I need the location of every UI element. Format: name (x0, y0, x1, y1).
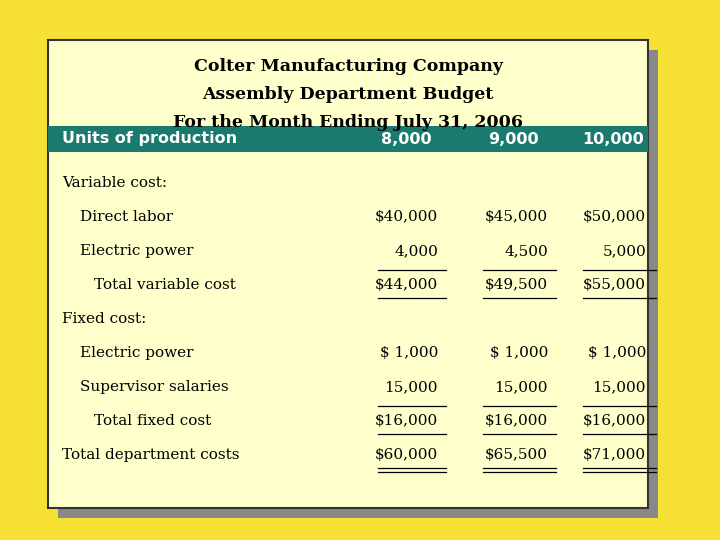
Text: $45,000: $45,000 (485, 210, 548, 224)
Text: 15,000: 15,000 (384, 380, 438, 394)
Text: $ 1,000: $ 1,000 (490, 346, 548, 360)
Text: 5,000: 5,000 (602, 244, 646, 258)
Text: Electric power: Electric power (80, 346, 194, 360)
Text: Total fixed cost: Total fixed cost (94, 414, 211, 428)
Text: Assembly Department Budget: Assembly Department Budget (202, 86, 494, 103)
Text: For the Month Ending July 31, 2006: For the Month Ending July 31, 2006 (173, 114, 523, 131)
Text: Total variable cost: Total variable cost (94, 278, 236, 292)
FancyBboxPatch shape (58, 50, 658, 518)
Text: $44,000: $44,000 (374, 278, 438, 292)
Text: Units of production: Units of production (62, 132, 237, 146)
Text: Direct labor: Direct labor (80, 210, 173, 224)
Text: 8,000: 8,000 (381, 132, 431, 146)
Text: $55,000: $55,000 (583, 278, 646, 292)
Text: 10,000: 10,000 (582, 132, 644, 146)
Text: 4,500: 4,500 (504, 244, 548, 258)
FancyBboxPatch shape (48, 126, 648, 152)
Text: $16,000: $16,000 (582, 414, 646, 428)
Text: $40,000: $40,000 (374, 210, 438, 224)
Text: Electric power: Electric power (80, 244, 194, 258)
Text: $49,500: $49,500 (485, 278, 548, 292)
Text: 9,000: 9,000 (487, 132, 539, 146)
Text: 15,000: 15,000 (593, 380, 646, 394)
Text: Total department costs: Total department costs (62, 448, 240, 462)
Text: $16,000: $16,000 (374, 414, 438, 428)
Text: $60,000: $60,000 (374, 448, 438, 462)
Text: $ 1,000: $ 1,000 (379, 346, 438, 360)
Text: $50,000: $50,000 (583, 210, 646, 224)
Text: $ 1,000: $ 1,000 (588, 346, 646, 360)
Text: Supervisor salaries: Supervisor salaries (80, 380, 229, 394)
Text: Variable cost:: Variable cost: (62, 176, 167, 190)
FancyBboxPatch shape (48, 40, 648, 508)
Text: $16,000: $16,000 (485, 414, 548, 428)
Text: 15,000: 15,000 (495, 380, 548, 394)
Text: Colter Manufacturing Company: Colter Manufacturing Company (194, 58, 503, 75)
Text: 4,000: 4,000 (394, 244, 438, 258)
Text: Fixed cost:: Fixed cost: (62, 312, 146, 326)
Text: $65,500: $65,500 (485, 448, 548, 462)
Text: $71,000: $71,000 (583, 448, 646, 462)
